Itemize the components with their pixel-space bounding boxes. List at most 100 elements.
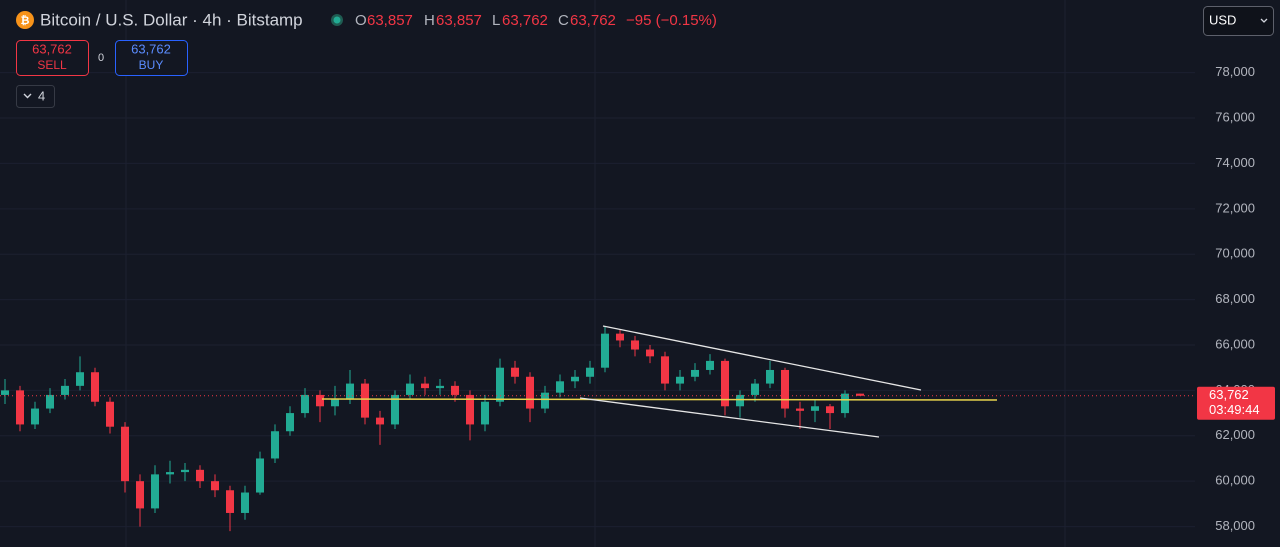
high-label: H (424, 12, 435, 29)
candle-body (841, 393, 849, 414)
horizontal-support-line (321, 398, 998, 401)
candle-body (721, 360, 729, 407)
candle-body (526, 376, 534, 409)
low-value: 63,762 (502, 12, 548, 29)
candle-body (496, 367, 504, 402)
candle-body (691, 369, 699, 377)
y-tick-label: 68,000 (1215, 291, 1255, 306)
buy-button[interactable] (115, 40, 188, 76)
bar-countdown: 03:49:44 (1209, 402, 1260, 417)
candle-body (856, 393, 864, 396)
sell-label: SELL (37, 58, 67, 72)
candle-body (136, 481, 144, 509)
lower-trendline (579, 397, 880, 438)
candle-body (676, 376, 684, 384)
candle-body (541, 392, 549, 409)
candle-body (706, 360, 714, 370)
candle-body (556, 381, 564, 393)
candle-body (796, 408, 804, 411)
bitcoin-icon (16, 11, 34, 29)
candle-body (106, 401, 114, 427)
spread: 0 (98, 52, 104, 64)
candle-body (301, 394, 309, 414)
candle-body (421, 383, 429, 389)
candle-body (196, 469, 204, 482)
candle-body (166, 472, 174, 475)
candle-body (61, 385, 69, 395)
candle-body (481, 401, 489, 425)
market-status-dot (333, 16, 341, 24)
candle-body (226, 490, 234, 513)
candle-body (661, 356, 669, 384)
candle-body (631, 340, 639, 350)
candle-body (16, 390, 24, 425)
last-price-label: 63,762 (1209, 387, 1249, 402)
chevron-icon (23, 93, 32, 99)
high-value: 63,857 (436, 12, 482, 29)
candle-body (1, 390, 9, 395)
y-tick-label: 74,000 (1215, 155, 1255, 170)
candle-body (331, 399, 339, 407)
low-label: L (492, 12, 500, 29)
candle-body (76, 372, 84, 386)
candle-body (436, 385, 444, 389)
candle-body (316, 394, 324, 407)
open-label: O (355, 12, 367, 29)
last-price-box (1197, 386, 1275, 420)
y-tick-label: 62,000 (1215, 427, 1255, 442)
bitcoin-icon-glyph: ₿ (21, 15, 30, 27)
candle-body (91, 372, 99, 402)
indicators-count: 4 (38, 88, 45, 103)
candle-body (601, 333, 609, 368)
y-tick-label: 72,000 (1215, 200, 1255, 215)
close-label: C (558, 12, 569, 29)
y-tick-label: 58,000 (1215, 518, 1255, 533)
sell-button[interactable] (16, 40, 89, 76)
y-tick-label: 76,000 (1215, 109, 1255, 124)
candle-body (646, 349, 654, 357)
candle-body (376, 417, 384, 425)
candle-body (466, 394, 474, 425)
currency-selector[interactable] (1203, 6, 1274, 36)
candle-body (766, 369, 774, 384)
symbol-title[interactable]: Bitcoin / U.S. Dollar · 4h · Bitstamp (40, 10, 303, 29)
buy-price: 63,762 (131, 41, 171, 56)
candle-body (211, 481, 219, 491)
y-tick-label: 78,000 (1215, 64, 1255, 79)
candle-body (571, 376, 579, 382)
candle-body (151, 474, 159, 509)
candle-body (406, 383, 414, 395)
candle-body (736, 394, 744, 407)
buy-label: BUY (139, 58, 164, 72)
change-value: −95 (−0.15%) (626, 12, 717, 29)
candle-body (241, 492, 249, 513)
currency-label: USD (1209, 12, 1236, 27)
sell-price: 63,762 (32, 41, 72, 56)
indicators-toggle[interactable] (16, 85, 55, 108)
candle-body (391, 394, 399, 425)
candle-body (511, 367, 519, 377)
candles (1, 326, 864, 532)
candle-body (121, 426, 129, 482)
candle-body (751, 383, 759, 395)
candle-body (256, 458, 264, 493)
candle-body (451, 385, 459, 395)
grid (0, 0, 1195, 547)
upper-trendline (602, 325, 922, 391)
candle-body (271, 431, 279, 459)
candle-body (286, 413, 294, 432)
candle-body (811, 406, 819, 411)
y-tick-label: 60,000 (1215, 473, 1255, 488)
candle-body (361, 383, 369, 418)
close-value: 63,762 (570, 12, 616, 29)
open-value: 63,857 (367, 12, 413, 29)
chevron-icon (1260, 18, 1268, 23)
candle-body (781, 369, 789, 409)
y-tick-label: 70,000 (1215, 246, 1255, 261)
candle-body (826, 406, 834, 414)
candle-body (31, 408, 39, 425)
y-tick-label: 66,000 (1215, 336, 1255, 351)
